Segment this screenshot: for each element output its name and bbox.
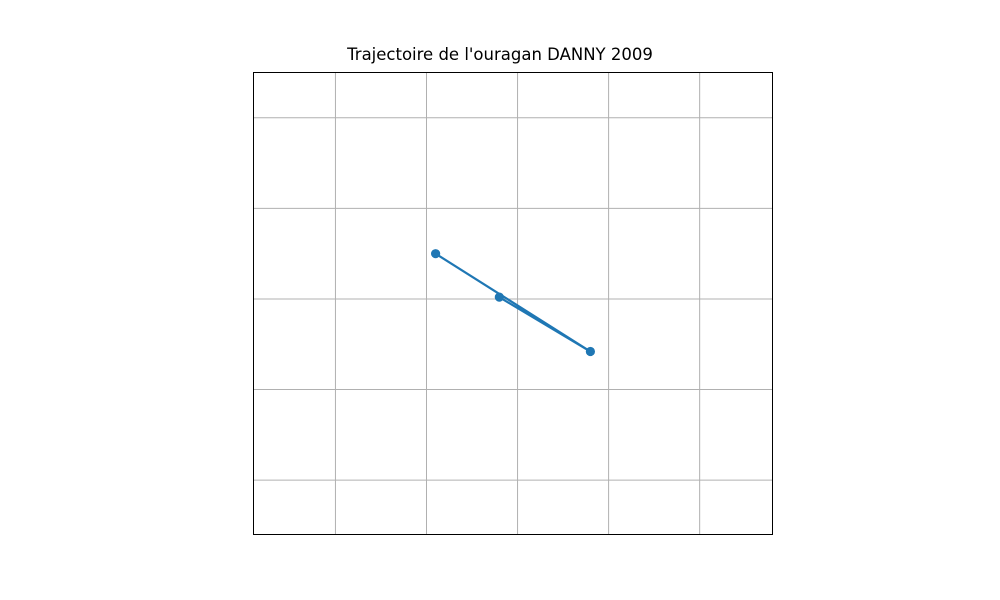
series-layer [431, 249, 595, 357]
track-point-1 [431, 249, 441, 259]
chart-title: Trajectoire de l'ouragan DANNY 2009 [347, 45, 653, 64]
track-line [435, 252, 592, 353]
plot-frame [253, 72, 773, 535]
track-point-2 [585, 346, 595, 357]
grid-layer [253, 72, 773, 535]
track-point-3 [494, 292, 504, 302]
